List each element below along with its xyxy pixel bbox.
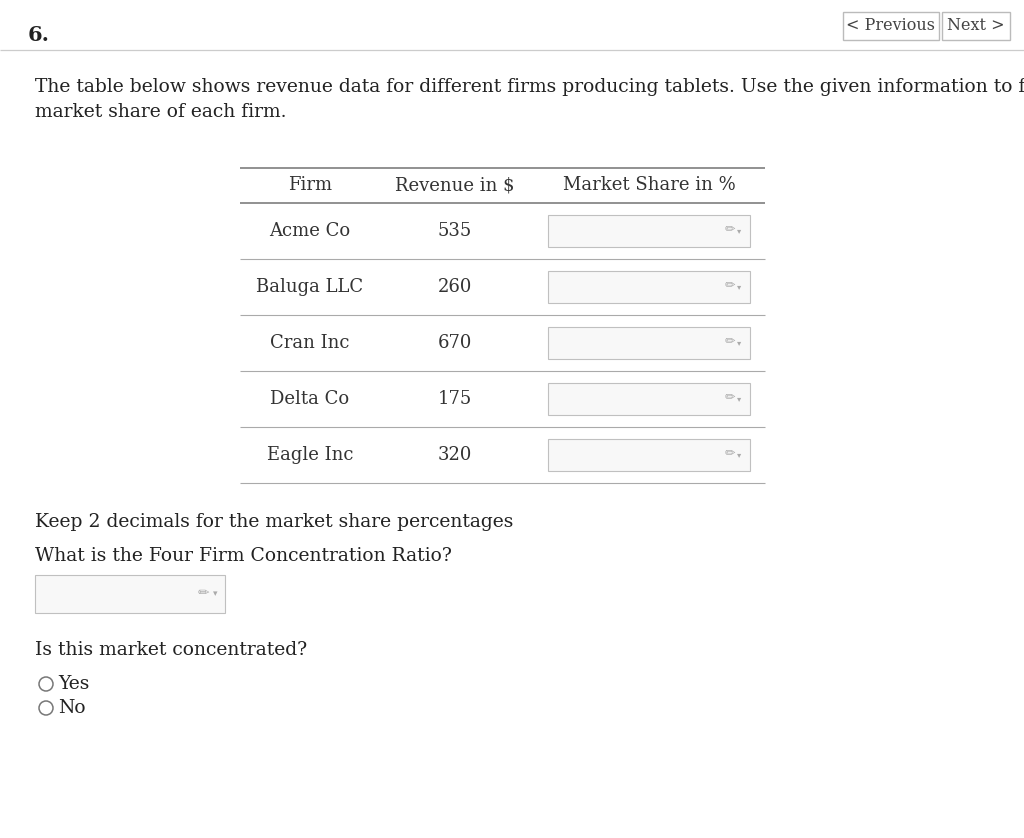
Text: Baluga LLC: Baluga LLC [256, 278, 364, 296]
Text: What is the Four Firm Concentration Ratio?: What is the Four Firm Concentration Rati… [35, 547, 452, 565]
FancyBboxPatch shape [548, 383, 750, 415]
Text: Keep 2 decimals for the market share percentages: Keep 2 decimals for the market share per… [35, 513, 513, 531]
Text: Market Share in %: Market Share in % [562, 177, 735, 194]
Text: Revenue in $: Revenue in $ [395, 177, 515, 194]
Text: The table below shows revenue data for different firms producing tablets. Use th: The table below shows revenue data for d… [35, 78, 1024, 96]
Text: Acme Co: Acme Co [269, 222, 350, 240]
Text: ✏: ✏ [725, 280, 735, 292]
FancyBboxPatch shape [35, 575, 225, 613]
FancyBboxPatch shape [548, 327, 750, 359]
Text: 670: 670 [438, 334, 472, 352]
Text: ✏: ✏ [725, 224, 735, 236]
Text: ▾: ▾ [737, 395, 741, 404]
Text: Cran Inc: Cran Inc [270, 334, 350, 352]
Text: 320: 320 [438, 446, 472, 464]
Text: Eagle Inc: Eagle Inc [266, 446, 353, 464]
Circle shape [39, 677, 53, 691]
FancyBboxPatch shape [942, 12, 1010, 40]
Text: Next >: Next > [947, 18, 1005, 34]
FancyBboxPatch shape [548, 439, 750, 471]
Text: ▾: ▾ [737, 226, 741, 235]
Text: ▾: ▾ [213, 589, 217, 598]
Text: Yes: Yes [58, 675, 89, 693]
Circle shape [39, 701, 53, 715]
FancyBboxPatch shape [843, 12, 939, 40]
Text: 260: 260 [438, 278, 472, 296]
FancyBboxPatch shape [548, 215, 750, 247]
Text: 535: 535 [438, 222, 472, 240]
Text: Firm: Firm [288, 177, 332, 194]
Text: ✏: ✏ [198, 586, 209, 600]
Text: 175: 175 [438, 390, 472, 408]
Text: ▾: ▾ [737, 282, 741, 292]
Text: Is this market concentrated?: Is this market concentrated? [35, 641, 307, 659]
Text: ▾: ▾ [737, 339, 741, 348]
Text: < Previous: < Previous [847, 18, 936, 34]
Text: No: No [58, 699, 86, 717]
Text: ✏: ✏ [725, 335, 735, 349]
Text: ▾: ▾ [737, 451, 741, 459]
Text: market share of each firm.: market share of each firm. [35, 103, 287, 121]
Text: ✏: ✏ [725, 447, 735, 461]
Text: ✏: ✏ [725, 391, 735, 405]
FancyBboxPatch shape [548, 271, 750, 303]
Text: Delta Co: Delta Co [270, 390, 349, 408]
Text: 6.: 6. [28, 25, 50, 45]
